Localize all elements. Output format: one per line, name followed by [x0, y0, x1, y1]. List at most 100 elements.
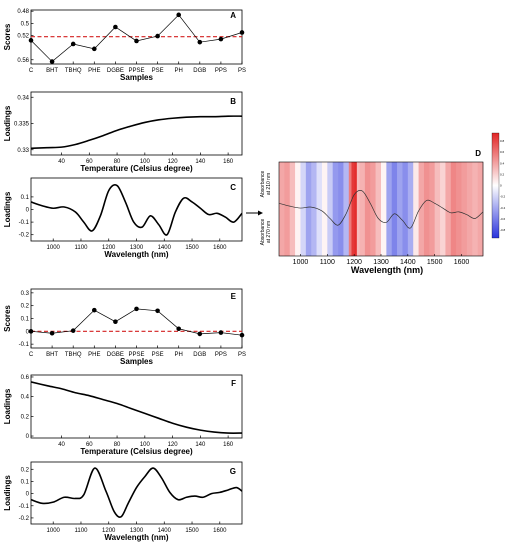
y-tick-label: 0.34 — [17, 95, 29, 101]
x-axis-label: Wavelength (nm) — [351, 265, 423, 275]
data-point — [176, 12, 181, 18]
y-tick-label: 0.2 — [21, 414, 30, 420]
y-tick-label: 0 — [26, 329, 30, 335]
x-tick-label: PS — [238, 68, 246, 74]
series-line — [31, 381, 242, 434]
x-tick-label: PSE — [152, 352, 164, 358]
heatmap-cell — [429, 162, 435, 256]
data-point — [134, 38, 139, 44]
heatmap-cell — [423, 162, 430, 256]
y-tick-label: -0.1 — [19, 342, 30, 348]
heatmap-cell — [300, 162, 307, 256]
heatmap-cell — [295, 162, 301, 256]
y-tick-label: 0.1 — [21, 195, 30, 201]
y-axis-label: Loadings — [3, 388, 12, 424]
x-tick-label: BHT — [46, 68, 58, 74]
data-point — [239, 30, 245, 35]
x-tick-label: 1500 — [185, 245, 199, 251]
x-tick-label: C — [29, 68, 34, 74]
x-tick-label: 1600 — [454, 259, 470, 266]
x-tick-label: TBHQ — [65, 352, 82, 358]
heatmap-cell — [327, 162, 333, 256]
heatmap-cell — [456, 162, 462, 256]
colorbar-tick-label: -0.8 — [500, 228, 506, 232]
data-point — [92, 46, 97, 52]
x-tick-label: 1400 — [158, 245, 172, 251]
x-tick-label: 1400 — [400, 259, 416, 266]
data-point — [197, 331, 203, 337]
x-axis-label: Samples — [120, 357, 153, 366]
x-tick-label: PS — [238, 352, 246, 358]
x-tick-label: TBHQ — [65, 68, 82, 74]
x-tick-label: 100 — [140, 159, 151, 165]
x-tick-label: 1500 — [185, 528, 199, 534]
heatmap-cell — [351, 162, 355, 256]
colorbar-tick-label: 0.2 — [500, 172, 505, 176]
y-tick-label: 0.6 — [21, 375, 30, 381]
heatmap-cell — [402, 162, 409, 256]
data-point — [155, 308, 160, 314]
heatmap-cell — [407, 162, 414, 256]
heatmap-cell — [338, 162, 344, 256]
data-point — [70, 328, 76, 333]
row-label: Absorbanceat 270 nm — [260, 218, 272, 245]
y-tick-label: 0.1 — [21, 317, 30, 323]
heatmap-cell — [316, 162, 323, 256]
data-point — [134, 306, 139, 312]
y-tick-label: -0.2 — [19, 516, 30, 522]
panel-B: 0.34 0.335 0.33 40 60 80 100 120 140 160 Temperatu… — [3, 91, 243, 173]
x-tick-label: 1400 — [158, 528, 172, 534]
heatmap-cell — [348, 162, 352, 256]
heatmap-cell — [413, 162, 419, 256]
heatmap-cell — [461, 162, 468, 256]
plot-frame — [30, 177, 243, 242]
x-tick-label: 1000 — [47, 528, 61, 534]
heatmap-cell — [440, 162, 446, 256]
plot-frame — [30, 288, 243, 349]
x-tick-label: 1000 — [293, 259, 309, 266]
data-point — [239, 332, 245, 338]
x-tick-label: 40 — [58, 442, 65, 448]
y-tick-label: 0.1 — [21, 479, 30, 485]
y-tick-label: 0 — [26, 492, 30, 498]
heatmap-cell — [311, 162, 317, 256]
y-tick-label: -0.1 — [19, 220, 30, 226]
x-tick-label: PPSE — [128, 352, 144, 358]
x-axis-label: Samples — [120, 73, 153, 82]
heatmap-cell — [450, 162, 457, 256]
heatmap-cell — [391, 162, 398, 256]
x-tick-label: DGBE — [107, 352, 124, 358]
x-tick-label: BHT — [46, 352, 58, 358]
heatmap-cell — [289, 162, 296, 256]
y-tick-label: 0.3 — [21, 291, 30, 297]
x-tick-label: 1600 — [213, 245, 227, 251]
heatmap-cell — [445, 162, 452, 256]
heatmap-cell — [359, 162, 366, 256]
data-point — [155, 33, 160, 39]
plot-frame — [30, 461, 243, 525]
y-tick-label: 0 — [26, 208, 30, 214]
heatmap-cell — [472, 162, 478, 256]
y-tick-label: 0.52 — [17, 33, 29, 39]
x-tick-label: 160 — [223, 442, 234, 448]
x-tick-label: 1500 — [427, 259, 443, 266]
y-tick-label: 0.48 — [17, 9, 29, 15]
x-axis-label: Temperature (Celsius degree) — [80, 164, 193, 173]
x-tick-label: PH — [175, 68, 183, 74]
heatmap-cell — [466, 162, 473, 256]
heatmap-cell — [418, 162, 425, 256]
data-point — [70, 41, 76, 47]
y-axis-label: Loadings — [3, 105, 12, 141]
colorbar-tick-label: 0.6 — [500, 150, 505, 154]
y-tick-label: -0.2 — [19, 233, 30, 239]
y-axis-label: Scores — [3, 23, 12, 50]
x-tick-label: 60 — [86, 442, 93, 448]
heatmap-cell — [434, 162, 441, 256]
y-axis-label: Scores — [3, 305, 12, 332]
data-point — [49, 330, 55, 336]
x-tick-label: 1000 — [47, 245, 61, 251]
heatmap-cell — [386, 162, 393, 256]
x-tick-label: 1300 — [130, 528, 144, 534]
panel-D: 1000 1100 1200 1300 1400 1500 1600 Wavelength (… — [246, 132, 506, 275]
heatmap-cell — [477, 162, 484, 256]
